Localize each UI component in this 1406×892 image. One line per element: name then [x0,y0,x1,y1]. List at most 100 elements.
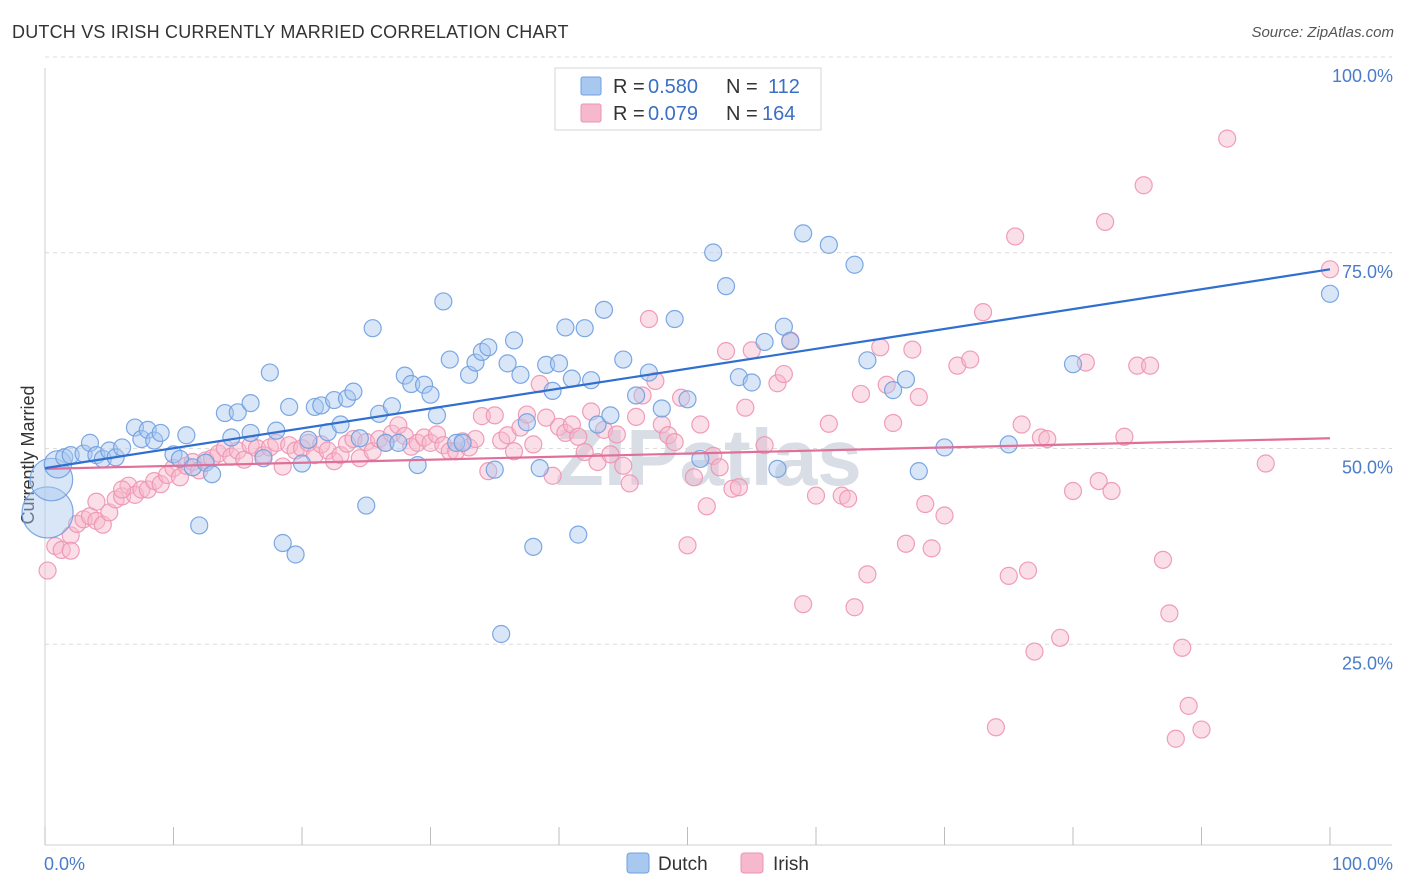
dutch-point [254,449,273,468]
irish-point [479,462,498,481]
dutch-point [376,433,395,452]
dutch-point [305,397,324,417]
irish-point [273,457,292,476]
dutch-point [447,433,466,452]
irish-point [620,474,639,493]
legend-label-dutch: Dutch [658,854,708,875]
irish-point [858,565,877,584]
irish-point [472,407,491,426]
irish-point [569,427,588,446]
irish-point [1096,212,1115,232]
dutch-point [434,292,453,311]
legend-swatch-irish [740,852,764,874]
irish-point [614,456,633,475]
irish-point [845,598,864,617]
dutch-point [215,403,234,423]
dutch-point [170,449,190,469]
dutch-point [716,277,736,296]
irish-point [1051,628,1070,647]
irish-point [260,438,279,457]
irish-point [697,497,716,516]
dutch-point [453,433,472,452]
irish-point [691,415,710,434]
axes [44,68,1392,846]
irish-point [883,413,903,433]
dutch-point [421,385,440,404]
irish-point [1166,729,1185,748]
irish-point [839,489,858,508]
irish-point [723,479,742,498]
dutch-point [331,415,350,434]
irish-point [247,439,267,458]
irish-point [331,446,350,465]
dutch-point [999,435,1018,454]
dutch-point [260,363,279,382]
dutch-point [1063,355,1083,374]
irish-point [1089,471,1108,491]
irish-point [1038,429,1057,449]
dutch-point [389,433,408,452]
irish-point [916,494,935,514]
legend-n-value-dutch: 112 [768,76,800,98]
irish-point [755,436,774,455]
dutch-point [498,354,517,373]
x-tick-label: 100.0% [1332,854,1393,874]
irish-point [1179,696,1198,715]
irish-point [1173,638,1192,657]
dutch-point [569,525,588,544]
dutch-point [704,243,723,262]
dutch-point [177,426,196,445]
series-legend: Dutch Irish [626,852,809,875]
dutch-point [350,429,369,448]
irish-point [524,435,543,454]
dutch-point [626,386,646,405]
dutch-point [588,415,607,434]
dutch-point [228,403,247,422]
legend-n-label: N = [726,76,758,98]
dutch-point [112,438,132,457]
irish-point [794,595,813,614]
irish-point [61,541,80,560]
irish-point [1012,415,1031,434]
irish-point [1192,720,1211,739]
dutch-point [742,373,761,392]
dutch-point [794,224,813,243]
dutch-point [151,423,170,443]
dutch-point [402,374,421,394]
irish-point [112,480,132,499]
dutch-point [768,459,787,478]
irish-point [151,475,170,494]
irish-point [819,414,838,433]
irish-point [1018,561,1038,580]
y-tick-label: 25.0% [1342,653,1393,673]
irish-point [736,398,755,417]
dutch-point [202,465,222,484]
irish-point [774,364,793,384]
dutch-point [485,460,504,479]
dutch-point [337,389,357,408]
irish-point [517,405,536,424]
dutch-point [241,423,260,443]
legend-label-irish: Irish [773,854,809,875]
dutch-point [511,365,530,384]
dutch-point [909,462,928,481]
irish-point [1160,604,1179,623]
dutch-point [691,449,710,469]
irish-point [38,561,57,580]
source-label: Source: ZipAtlas.com [1251,24,1394,41]
irish-point [626,407,646,426]
legend-r-label: R = [613,76,645,98]
dutch-trend-line [44,268,1331,470]
dutch-point [440,350,459,369]
irish-point [61,526,80,545]
dutch-point [678,390,697,409]
irish-point [909,387,928,407]
irish-point [671,388,691,407]
irish-point [903,340,922,359]
trend-lines [44,268,1331,470]
irish-point [132,480,151,499]
dutch-point [382,397,402,416]
legend-n-label: N = [726,103,758,125]
irish-point [922,539,941,558]
dutch-point [614,350,633,369]
